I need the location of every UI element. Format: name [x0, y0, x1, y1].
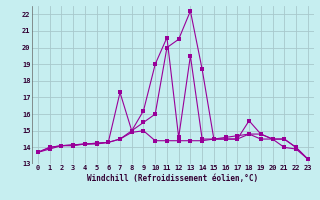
- X-axis label: Windchill (Refroidissement éolien,°C): Windchill (Refroidissement éolien,°C): [87, 174, 258, 183]
